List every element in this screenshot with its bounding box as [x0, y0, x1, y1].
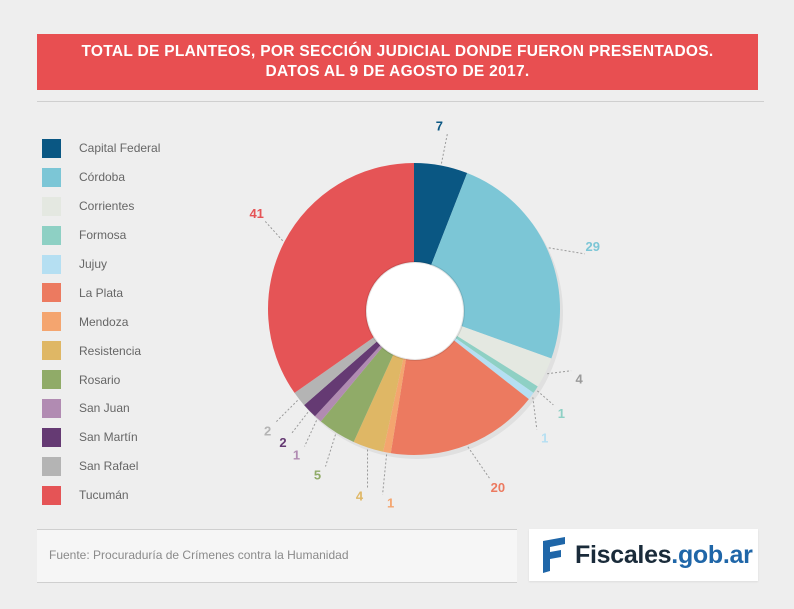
data-label-tucuman: 41 — [249, 206, 263, 221]
legend-swatch — [42, 456, 61, 476]
legend-item-formosa: Formosa — [42, 221, 160, 250]
leader-line-capital-federal — [440, 133, 448, 164]
leader-line-corrientes — [547, 370, 572, 375]
legend-item-capital-federal: Capital Federal — [42, 134, 160, 163]
legend-swatch — [42, 370, 61, 390]
chart-legend: Capital Federal Córdoba Corrientes Formosa J… — [42, 134, 160, 510]
legend-item-san-rafael: San Rafael — [42, 452, 160, 481]
title-line-1: TOTAL DE PLANTEOS, POR SECCIÓN JUDICIAL … — [81, 43, 714, 60]
source-box: Fuente: Procuraduría de Crímenes contra … — [37, 529, 517, 583]
legend-swatch — [42, 283, 61, 303]
legend-label: San Juan — [79, 401, 130, 416]
data-label-capital-federal: 7 — [436, 119, 443, 134]
legend-item-corrientes: Corrientes — [42, 192, 160, 221]
legend-label: Rosario — [79, 372, 121, 387]
legend-swatch — [42, 485, 61, 505]
legend-label: Capital Federal — [79, 141, 161, 156]
donut-hole — [365, 261, 465, 361]
legend-label: La Plata — [79, 285, 124, 300]
data-label-formosa: 1 — [558, 406, 565, 421]
pie-slice-tucuman — [268, 163, 414, 393]
legend-item-san-juan: San Juan — [42, 394, 160, 423]
data-label-cordoba: 29 — [586, 239, 600, 254]
data-label-la-plata: 20 — [491, 480, 505, 495]
legend-swatch — [42, 427, 61, 447]
legend-swatch — [42, 196, 61, 216]
leader-line-rosario — [325, 434, 336, 467]
legend-swatch — [42, 312, 61, 332]
legend-swatch — [42, 225, 61, 245]
logo-word-2: .gob.ar — [671, 540, 753, 569]
legend-item-cordoba: Córdoba — [42, 163, 160, 192]
legend-item-resistencia: Resistencia — [42, 336, 160, 365]
fiscales-logo: Fiscales.gob.ar — [529, 529, 758, 581]
legend-label: San Rafael — [79, 459, 139, 474]
title-line-2: DATOS AL 9 DE AGOSTO DE 2017. — [265, 63, 530, 80]
top-divider — [37, 101, 764, 102]
legend-label: Corrientes — [79, 199, 135, 214]
legend-label: Córdoba — [79, 170, 126, 185]
source-text: Fuente: Procuraduría de Crímenes contra … — [49, 548, 349, 562]
legend-swatch — [42, 138, 61, 158]
leader-line-tucuman — [264, 220, 284, 242]
data-label-rosario: 5 — [314, 467, 321, 482]
leader-line-cordoba — [548, 247, 585, 255]
legend-label: Resistencia — [79, 343, 142, 358]
legend-label: Tucumán — [79, 488, 129, 503]
legend-swatch — [42, 341, 61, 361]
data-label-corrientes: 4 — [575, 372, 583, 387]
legend-item-san-martin: San Martín — [42, 423, 160, 452]
legend-item-mendoza: Mendoza — [42, 307, 160, 336]
data-label-san-rafael: 2 — [264, 423, 271, 438]
logo-wordmark: Fiscales.gob.ar — [575, 541, 753, 570]
legend-item-jujuy: Jujuy — [42, 250, 160, 279]
data-label-jujuy: 1 — [541, 430, 548, 445]
legend-item-tucuman: Tucumán — [42, 481, 160, 510]
legend-label: San Martín — [79, 430, 138, 445]
legend-item-la-plata: La Plata — [42, 278, 160, 307]
leader-line-jujuy — [532, 397, 538, 430]
legend-item-rosario: Rosario — [42, 365, 160, 394]
leader-line-formosa — [537, 390, 554, 406]
data-label-san-juan: 1 — [293, 447, 300, 462]
data-label-mendoza: 1 — [387, 495, 394, 510]
legend-swatch — [42, 254, 61, 274]
leader-line-la-plata — [467, 446, 491, 480]
leader-line-mendoza — [382, 454, 388, 495]
leader-line-san-martin — [290, 411, 309, 435]
data-label-san-martin: 2 — [279, 435, 286, 450]
leader-line-san-rafael — [275, 400, 298, 423]
leader-line-san-juan — [304, 420, 317, 447]
fiscales-f-icon — [543, 537, 565, 573]
data-label-resistencia: 4 — [356, 489, 364, 504]
legend-label: Mendoza — [79, 314, 129, 329]
legend-swatch — [42, 398, 61, 418]
legend-swatch — [42, 167, 61, 187]
chart-title-banner: TOTAL DE PLANTEOS, POR SECCIÓN JUDICIAL … — [37, 34, 758, 90]
logo-word-1: Fiscales — [575, 540, 672, 569]
legend-label: Formosa — [79, 228, 127, 243]
legend-label: Jujuy — [79, 257, 108, 271]
